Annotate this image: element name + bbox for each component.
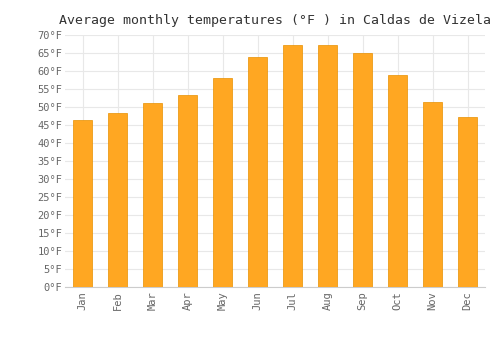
Bar <box>108 113 127 287</box>
Bar <box>388 75 407 287</box>
Bar <box>213 78 232 287</box>
Bar <box>353 52 372 287</box>
Bar <box>73 120 92 287</box>
Bar <box>423 102 442 287</box>
Bar <box>143 103 162 287</box>
Bar <box>178 96 197 287</box>
Bar <box>283 45 302 287</box>
Bar <box>458 118 477 287</box>
Title: Average monthly temperatures (°F ) in Caldas de Vizela: Average monthly temperatures (°F ) in Ca… <box>59 14 491 27</box>
Bar <box>248 57 267 287</box>
Bar <box>318 46 337 287</box>
